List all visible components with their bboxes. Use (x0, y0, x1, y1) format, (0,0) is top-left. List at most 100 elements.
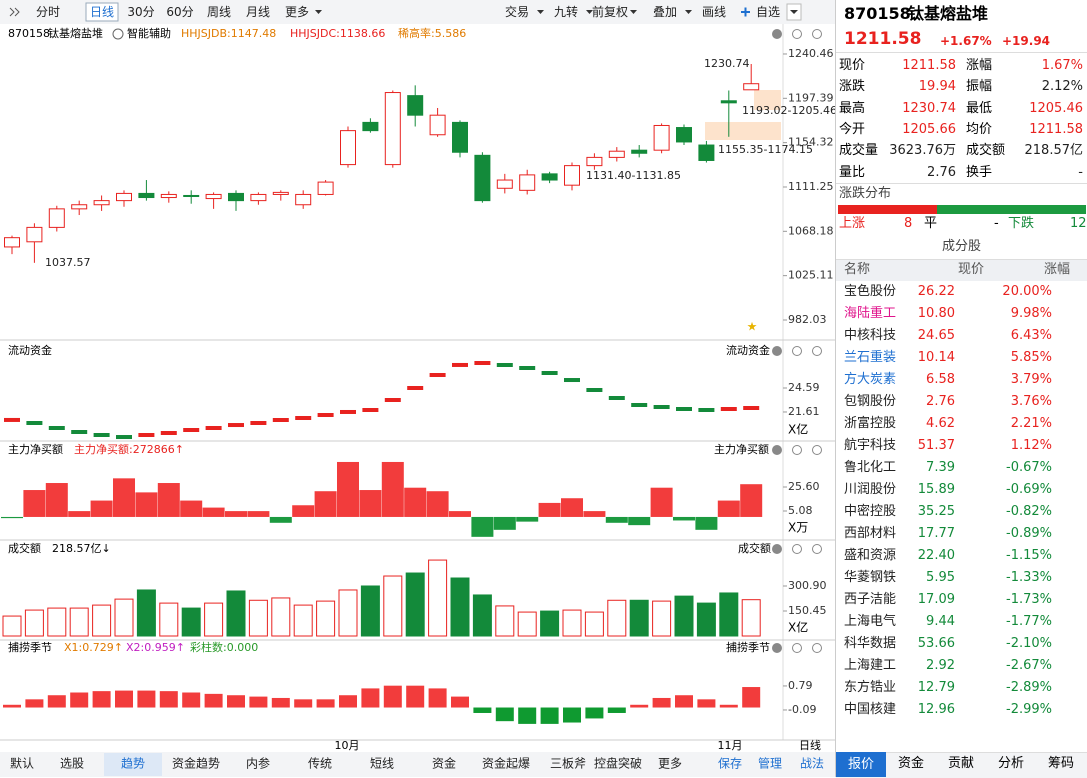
quote-value: 1205.66 (902, 121, 956, 137)
assist[interactable]: 智能辅助 (127, 26, 171, 40)
net-bar (225, 511, 247, 517)
panel-icon[interactable] (812, 29, 822, 39)
y-tick-label: -0.09 (788, 703, 816, 716)
panel-icon[interactable] (772, 643, 782, 653)
candle-body (317, 181, 334, 195)
y-tick-label: 150.45 (788, 604, 827, 617)
comp-name[interactable]: 华菱钢铁 (844, 570, 897, 585)
panel-icon[interactable] (792, 29, 802, 39)
toolbar-button[interactable]: 更多 (285, 5, 309, 19)
panel-icon[interactable] (772, 346, 782, 356)
dropdown-arrow (685, 10, 692, 14)
comp-name[interactable]: 上海建工 (844, 658, 897, 673)
quote-value: 218.57亿 (1024, 143, 1084, 159)
period-label: 日线 (799, 738, 821, 752)
quote-value: 1230.74 (902, 100, 956, 116)
comp-name[interactable]: 中国核建 (844, 702, 897, 717)
toolbar-button[interactable]: 30分 (127, 5, 154, 19)
panel-icon[interactable] (772, 29, 782, 39)
y-tick-label: 21.61 (788, 405, 820, 418)
toolbar-button[interactable]: 交易 (505, 4, 529, 19)
toolbar-button[interactable]: 周线 (207, 5, 231, 19)
comp-name[interactable]: 西部材料 (844, 526, 897, 541)
panel-icon[interactable] (792, 544, 802, 554)
bottom-tab[interactable]: 保存 (718, 757, 742, 771)
panel-icon[interactable] (792, 445, 802, 455)
bottom-tab[interactable]: 内参 (246, 756, 270, 771)
y-tick-label: 1025.11 (788, 269, 834, 282)
comp-name[interactable]: 鲁北化工 (844, 460, 897, 475)
side-tab[interactable]: 资金 (897, 756, 924, 771)
comp-name[interactable]: 上海电气 (844, 614, 897, 629)
bottom-tab[interactable]: 更多 (658, 757, 682, 771)
panel-icon[interactable] (812, 445, 822, 455)
bottom-tab[interactable]: 战法 (800, 757, 824, 771)
bottom-tab[interactable]: 选股 (60, 757, 84, 771)
comp-name[interactable]: 中密控股 (844, 504, 897, 519)
comp-change: -1.73% (1006, 592, 1052, 607)
panel-icon[interactable] (772, 544, 782, 554)
panel-icon[interactable] (772, 445, 782, 455)
toolbar-button[interactable]: 月线 (246, 5, 270, 19)
comp-name[interactable]: 兰石重装 (844, 350, 897, 365)
comp-name[interactable]: 科华数据 (844, 636, 897, 651)
comp-name[interactable]: 航宇科技 (844, 438, 897, 453)
toolbar-button[interactable]: 画线 (702, 5, 726, 19)
volume-bar (181, 607, 201, 637)
bottom-tab[interactable]: 控盘突破 (594, 756, 642, 771)
comp-price: 12.79 (917, 680, 955, 695)
comp-name[interactable]: 西子洁能 (844, 592, 897, 607)
panel-icon[interactable] (812, 643, 822, 653)
panel-icon[interactable] (812, 346, 822, 356)
side-tab[interactable]: 筹码 (1047, 756, 1074, 771)
comp-name[interactable]: 川润股份 (844, 482, 897, 497)
bottom-tab[interactable]: 资金趋势 (172, 756, 220, 771)
bottom-tab[interactable]: 趋势 (121, 757, 145, 771)
toolbar-button[interactable]: 前复权 (592, 4, 628, 19)
panel-icon[interactable] (812, 544, 822, 554)
side-tab[interactable]: 报价 (836, 752, 886, 777)
toolbar-button[interactable]: 自选 (756, 5, 780, 19)
candle-body (205, 193, 222, 200)
toolbar-button[interactable]: 九转 (554, 4, 578, 19)
bottom-tab[interactable]: 传统 (308, 756, 332, 771)
comp-name[interactable]: 浙富控股 (844, 416, 897, 431)
dropdown-arrow (630, 10, 637, 14)
toolbar-button[interactable]: 分时 (36, 5, 60, 19)
comp-name[interactable]: 中核科技 (844, 328, 897, 343)
volume-bar (450, 577, 470, 637)
candle-body (631, 149, 648, 154)
comp-name[interactable]: 方大炭素 (844, 372, 897, 387)
comp-name[interactable]: 盛和资源 (844, 548, 897, 563)
comp-name[interactable]: 海陆重工 (844, 306, 897, 321)
bottom-tab[interactable]: 资金 (432, 756, 456, 771)
panel-legend: X2:0.959↑ (126, 641, 185, 654)
season-bar (563, 707, 581, 723)
comp-price: 9.44 (926, 614, 955, 629)
volume-bar (674, 595, 694, 637)
comp-name[interactable]: 包钢股份 (844, 394, 897, 409)
bottom-tab[interactable]: 资金起爆 (482, 756, 530, 771)
bottom-tab[interactable]: 默认 (10, 756, 34, 771)
side-tab[interactable]: 分析 (997, 756, 1024, 771)
comp-name[interactable]: 东方锆业 (844, 680, 897, 695)
toolbar-button[interactable]: 日线 (90, 5, 114, 19)
volume-bar (2, 615, 22, 637)
collapse-icon[interactable] (9, 7, 20, 17)
net-bar (113, 478, 135, 517)
panel-icon[interactable] (792, 346, 802, 356)
comp-change: -2.89% (1006, 680, 1052, 695)
panel-legend: X1:0.729↑ (64, 641, 123, 654)
bottom-tab[interactable]: 短线 (370, 757, 394, 771)
bottom-tab[interactable]: 三板斧 (550, 757, 586, 771)
quote-label: 涨跌 (839, 79, 866, 95)
toolbar-button[interactable]: 叠加 (653, 5, 677, 19)
side-tab[interactable]: 贡献 (947, 756, 974, 771)
comp-price: 6.58 (926, 372, 955, 387)
panel-icon[interactable] (792, 643, 802, 653)
bottom-tab[interactable]: 管理 (758, 756, 782, 771)
season-bar (3, 704, 21, 708)
toolbar-button[interactable]: 60分 (166, 5, 193, 19)
comp-name[interactable]: 宝色股份 (844, 284, 897, 299)
volume-bar (136, 589, 156, 637)
